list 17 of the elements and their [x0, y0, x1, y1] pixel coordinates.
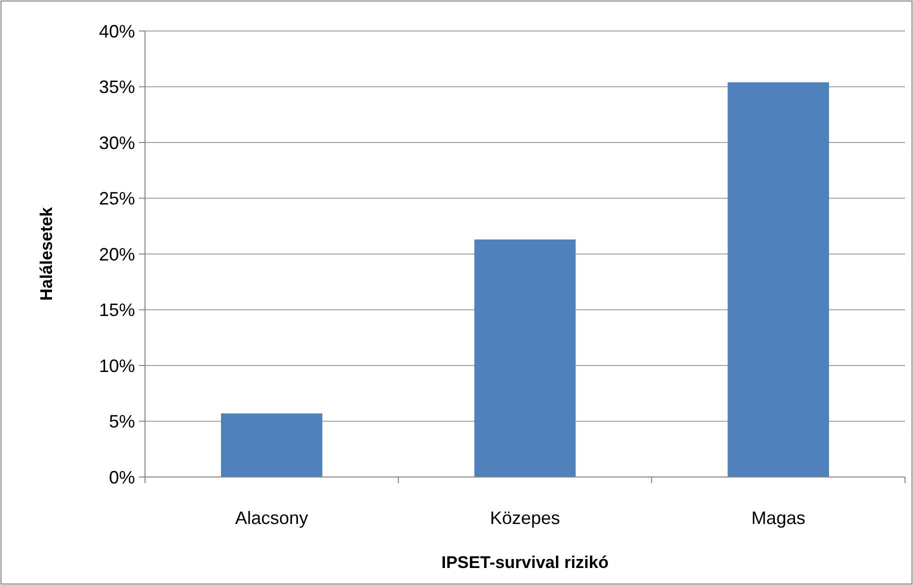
- y-tick-label: 20%: [98, 244, 135, 264]
- y-tick-label: 10%: [98, 356, 135, 376]
- y-tick-label: 5%: [108, 412, 135, 432]
- y-tick-label: 25%: [98, 188, 135, 209]
- y-axis-title: Halálesetek: [37, 206, 56, 301]
- bar: [728, 82, 829, 477]
- x-tick-label: Alacsony: [235, 508, 308, 528]
- y-tick-label: 15%: [98, 300, 135, 320]
- y-tick-label: 40%: [98, 21, 135, 42]
- bar: [474, 240, 576, 477]
- y-tick-label: 0%: [108, 467, 135, 488]
- y-tick-label: 30%: [98, 132, 135, 153]
- y-tick-label: 35%: [98, 77, 135, 98]
- x-tick-label: Közepes: [490, 508, 560, 528]
- x-tick-label: Magas: [751, 508, 806, 528]
- bar: [221, 413, 322, 477]
- x-axis-title: IPSET-survival rizikó: [441, 553, 609, 572]
